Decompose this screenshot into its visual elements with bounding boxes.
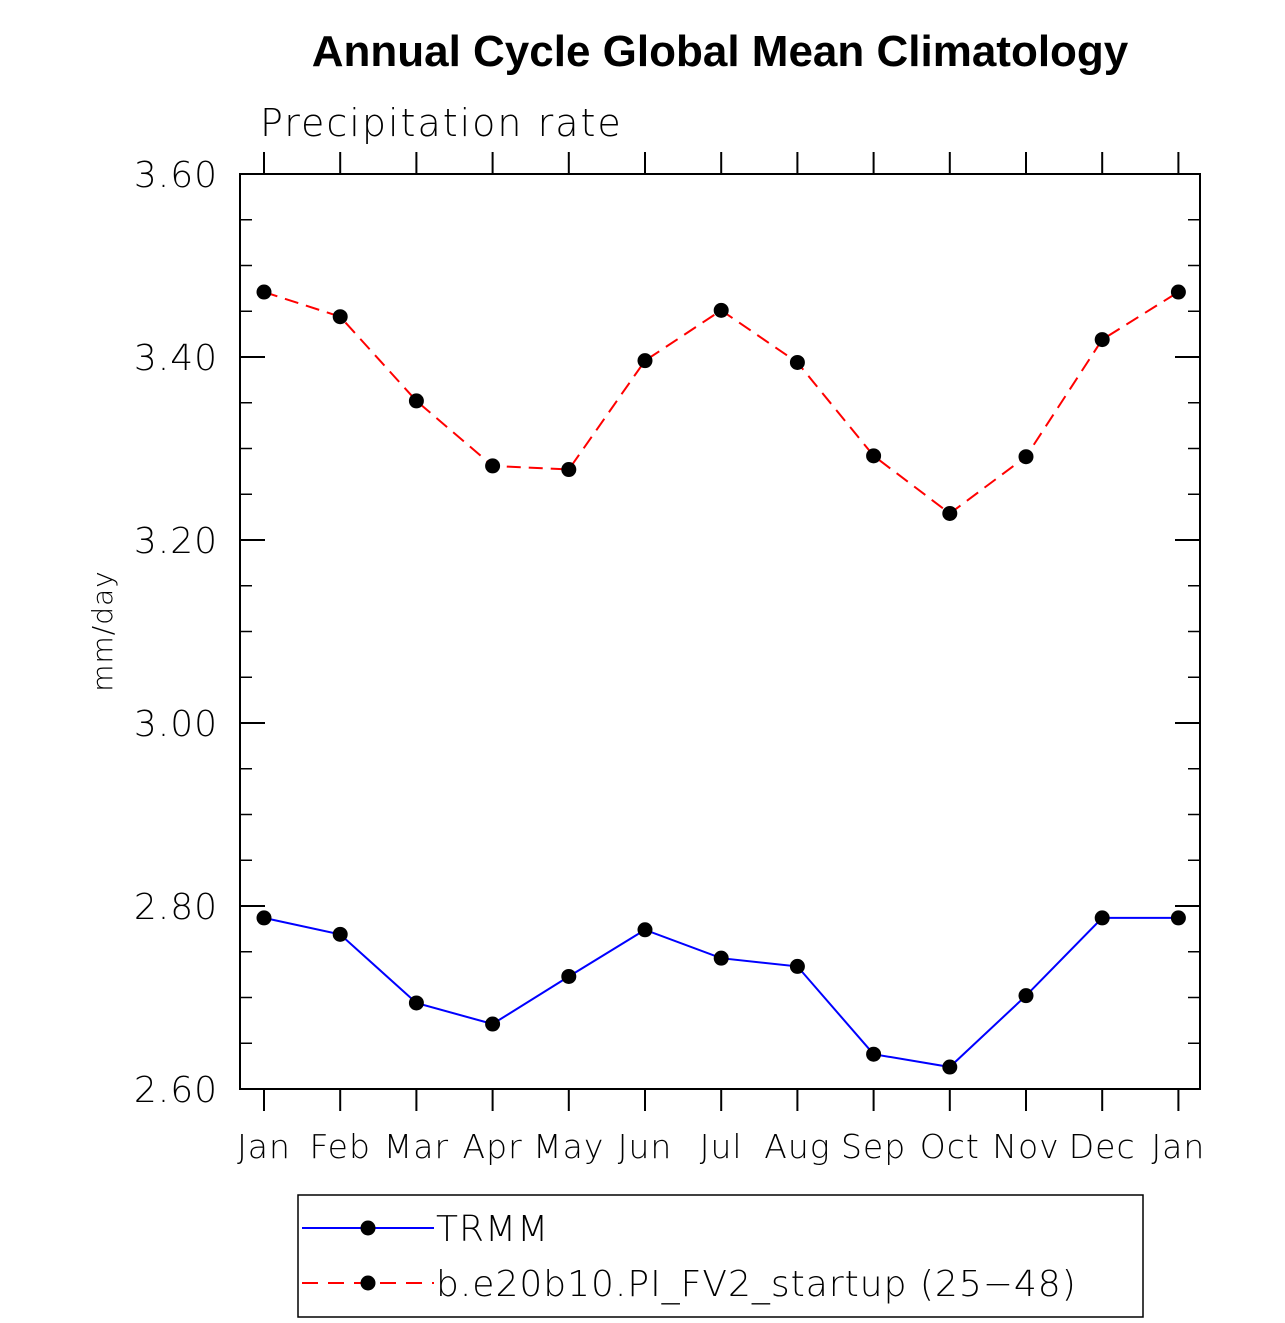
data-point-0 — [408, 995, 424, 1011]
data-point-1 — [485, 458, 501, 474]
chart-subtitle: Precipitation rate — [260, 101, 623, 145]
legend-marker-0 — [360, 1220, 376, 1236]
x-tick-label: Jul — [700, 1127, 743, 1166]
data-point-1 — [1094, 332, 1110, 348]
data-point-0 — [332, 926, 348, 942]
series-line-1 — [263, 291, 1179, 515]
y-tick-label: 2.80 — [134, 887, 218, 928]
data-point-0 — [1018, 988, 1034, 1004]
legend: TRMM b.e20b10.PI_FV2_startup (25−48) — [297, 1194, 1144, 1318]
series-layer — [256, 284, 1186, 1075]
data-point-0 — [866, 1046, 882, 1062]
data-point-0 — [256, 910, 272, 926]
data-point-0 — [942, 1059, 958, 1075]
data-point-1 — [713, 302, 729, 318]
data-point-1 — [942, 505, 958, 521]
axes: Jan Feb Mar Apr May Jun Jul Aug Sep Oct Nov Dec Jan 2… — [134, 152, 1205, 1166]
data-point-0 — [713, 950, 729, 966]
data-point-0 — [1170, 910, 1186, 926]
x-tick-label: Nov — [992, 1127, 1059, 1166]
x-tick-label: Aug — [764, 1127, 830, 1166]
y-tick-label: 3.00 — [134, 704, 218, 745]
data-point-1 — [256, 284, 272, 300]
data-point-1 — [561, 462, 577, 478]
data-point-1 — [332, 309, 348, 325]
x-tick-label: Mar — [384, 1127, 449, 1166]
y-tick-label: 3.20 — [134, 521, 218, 562]
y-tick-label: 2.60 — [134, 1070, 218, 1111]
data-point-1 — [866, 448, 882, 464]
x-tick-label: Apr — [463, 1127, 523, 1166]
x-tick-label: Sep — [841, 1127, 906, 1166]
data-point-0 — [637, 922, 653, 938]
legend-label-1: b.e20b10.PI_FV2_startup (25−48) — [436, 1264, 1077, 1305]
x-tick-label: Jun — [618, 1127, 673, 1166]
data-point-1 — [789, 354, 805, 370]
x-tick-label: May — [533, 1127, 604, 1166]
y-axis-label: mm/day — [86, 570, 119, 692]
plot-frame — [239, 173, 1201, 1090]
x-tick-label: Oct — [920, 1127, 980, 1166]
data-point-1 — [1170, 284, 1186, 300]
y-tick-label: 3.40 — [134, 338, 218, 379]
data-point-0 — [485, 1016, 501, 1032]
data-point-0 — [789, 958, 805, 974]
x-tick-label: Jan — [1151, 1127, 1205, 1166]
series-line-0 — [263, 916, 1179, 1069]
legend-box — [297, 1194, 1144, 1318]
data-point-1 — [1018, 449, 1034, 465]
data-point-0 — [561, 968, 577, 984]
data-point-1 — [408, 393, 424, 409]
legend-marker-1 — [360, 1275, 376, 1291]
y-tick-label: 3.60 — [134, 155, 218, 196]
data-point-1 — [637, 353, 653, 369]
x-tick-label: Jan — [237, 1127, 291, 1166]
x-tick-label: Dec — [1069, 1127, 1136, 1166]
data-point-0 — [1094, 910, 1110, 926]
legend-label-0: TRMM — [436, 1209, 549, 1250]
chart-title: Annual Cycle Global Mean Climatology — [312, 27, 1129, 76]
x-tick-label: Feb — [309, 1127, 370, 1166]
